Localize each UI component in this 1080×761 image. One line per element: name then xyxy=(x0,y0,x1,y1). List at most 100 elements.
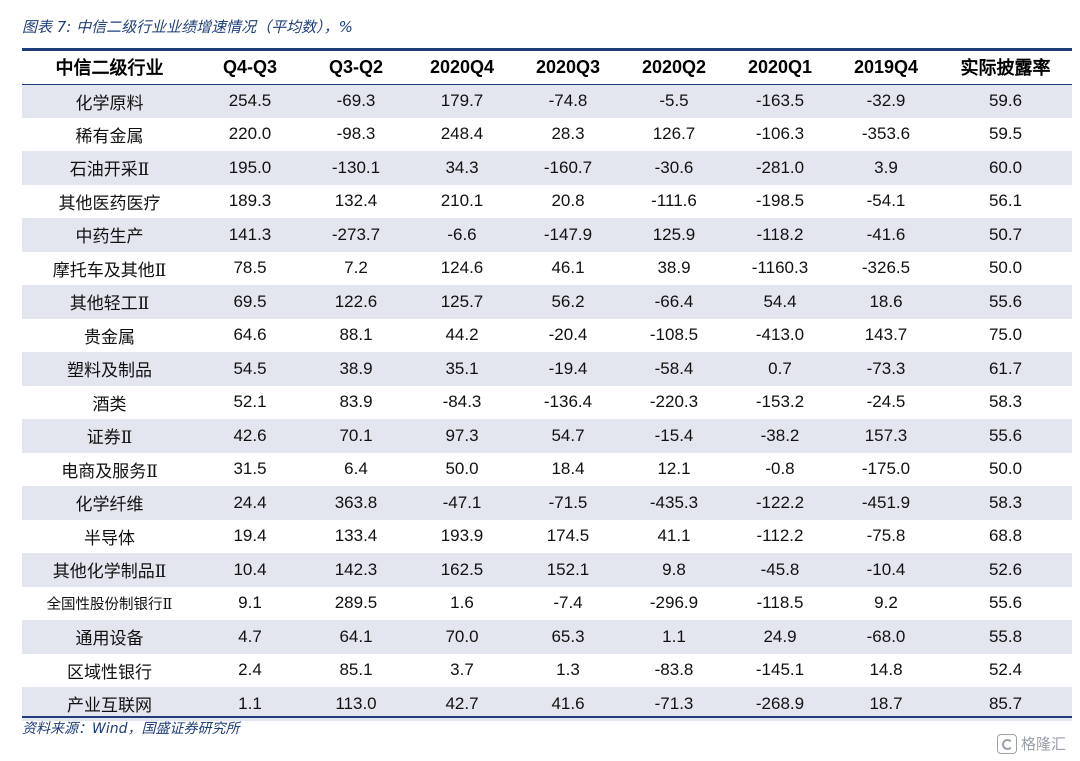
value-cell: 24.9 xyxy=(763,626,797,646)
value-cell: 195.0 xyxy=(228,157,272,177)
table-row: 石油开采Ⅱ 195.0 -130.1 34.3 -160.7 -30.6 -281.0 3.9… xyxy=(22,151,1072,185)
table-row: 证券Ⅱ 42.6 70.1 97.3 54.7 -15.4 -38.2 157.3 55.6 xyxy=(22,419,1072,453)
value-cell: -112.2 xyxy=(756,526,804,546)
value-cell: 3.9 xyxy=(874,157,898,177)
value-cell: 88.1 xyxy=(339,325,373,345)
value-cell: -15.4 xyxy=(654,425,694,445)
value-cell: 75.0 xyxy=(988,325,1023,345)
value-cell: -0.8 xyxy=(765,459,795,479)
table-row: 化学原料 254.5 -69.3 179.7 -74.8 -5.5 -163.5 -32.9 5… xyxy=(22,84,1072,118)
value-cell: -19.4 xyxy=(548,358,588,378)
industry-name-cell: 中药生产 xyxy=(75,227,144,248)
value-cell: 35.1 xyxy=(445,358,479,378)
value-cell: 70.1 xyxy=(339,425,373,445)
table-row: 其他化学制品Ⅱ 10.4 142.3 162.5 152.1 9.8 -45.8 -10.4 5… xyxy=(22,553,1072,587)
value-cell: -32.9 xyxy=(866,91,906,110)
value-cell: -41.6 xyxy=(866,224,906,244)
value-cell: 34.3 xyxy=(445,157,479,177)
value-cell: 52.6 xyxy=(988,559,1023,579)
value-cell: 174.5 xyxy=(546,526,590,546)
table-row: 中药生产 141.3 -273.7 -6.6 -147.9 125.9 -118.2 -41.… xyxy=(22,218,1072,252)
watermark-logo-icon xyxy=(996,734,1017,754)
table-row: 塑料及制品 54.5 38.9 35.1 -19.4 -58.4 0.7 -73.3 61.7 xyxy=(22,352,1072,386)
value-cell: 18.4 xyxy=(551,459,585,479)
header-column: 2019Q4 xyxy=(833,51,939,85)
industry-name-cell: 稀有金属 xyxy=(75,126,144,147)
industry-name-cell: 全国性股份制银行Ⅱ xyxy=(46,596,173,613)
value-cell: -71.5 xyxy=(548,492,588,512)
watermark: 格隆汇 xyxy=(996,731,1066,757)
value-cell: -54.1 xyxy=(866,191,906,211)
value-cell: 7.2 xyxy=(344,258,368,278)
value-cell: 142.3 xyxy=(334,559,378,579)
value-cell: 162.5 xyxy=(440,559,484,579)
value-cell: 46.1 xyxy=(551,258,585,278)
industry-name-cell: 产业互联网 xyxy=(67,696,152,717)
value-cell: -74.8 xyxy=(548,91,588,110)
value-cell: 55.6 xyxy=(988,425,1023,445)
value-cell: -160.7 xyxy=(543,157,593,177)
value-cell: -45.8 xyxy=(760,559,800,579)
value-cell: -130.1 xyxy=(331,157,381,177)
header-column: 2020Q4 xyxy=(409,51,515,85)
industry-name-cell: 其他轻工Ⅱ xyxy=(69,294,150,315)
value-cell: -1160.3 xyxy=(751,258,809,278)
value-cell: 157.3 xyxy=(864,425,908,445)
value-cell: 78.5 xyxy=(233,258,267,278)
value-cell: 143.7 xyxy=(864,325,908,345)
table-body: 化学原料 254.5 -69.3 179.7 -74.8 -5.5 -163.5 -32.9 5… xyxy=(22,84,1072,721)
value-cell: -268.9 xyxy=(755,693,805,713)
value-cell: -296.9 xyxy=(649,593,699,613)
value-cell: -118.5 xyxy=(756,593,804,613)
value-cell: 64.1 xyxy=(339,626,373,646)
header-column: Q3-Q2 xyxy=(303,51,409,85)
value-cell: -73.3 xyxy=(866,358,906,378)
top-rule xyxy=(22,48,1072,51)
value-cell: 28.3 xyxy=(551,124,585,144)
value-cell: 0.7 xyxy=(768,358,792,378)
industry-name-cell: 贵金属 xyxy=(84,327,135,348)
value-cell: -68.0 xyxy=(866,626,906,646)
industry-name-cell: 其他医药医疗 xyxy=(58,193,161,214)
value-cell: 9.2 xyxy=(874,593,898,613)
value-cell: -175.0 xyxy=(861,459,911,479)
industry-name-cell: 化学原料 xyxy=(75,93,144,114)
value-cell: -69.3 xyxy=(336,91,376,110)
value-cell: 50.7 xyxy=(988,224,1023,244)
value-cell: -47.1 xyxy=(442,492,482,512)
value-cell: -118.2 xyxy=(756,224,804,244)
value-cell: 19.4 xyxy=(233,526,267,546)
value-cell: -20.4 xyxy=(548,325,588,345)
value-cell: 9.8 xyxy=(662,559,686,579)
value-cell: 58.3 xyxy=(988,392,1023,412)
value-cell: 20.8 xyxy=(551,191,585,211)
value-cell: 56.1 xyxy=(988,191,1023,211)
value-cell: 42.6 xyxy=(233,425,267,445)
value-cell: 69.5 xyxy=(233,291,267,311)
value-cell: 4.7 xyxy=(238,626,262,646)
value-cell: 2.4 xyxy=(238,660,262,680)
value-cell: -66.4 xyxy=(654,291,694,311)
header-industry: 中信二级行业 xyxy=(22,51,197,85)
value-cell: -353.6 xyxy=(861,124,911,144)
value-cell: 12.1 xyxy=(657,459,691,479)
value-cell: 125.7 xyxy=(440,291,484,311)
value-cell: -163.5 xyxy=(755,91,805,110)
value-cell: -24.5 xyxy=(866,392,906,412)
value-cell: 50.0 xyxy=(988,459,1023,479)
value-cell: 133.4 xyxy=(334,526,378,546)
value-cell: 50.0 xyxy=(988,258,1023,278)
value-cell: 3.7 xyxy=(450,660,474,680)
value-cell: 41.1 xyxy=(657,526,691,546)
value-cell: 24.4 xyxy=(233,492,267,512)
value-cell: -71.3 xyxy=(654,693,694,713)
header-column: 2020Q3 xyxy=(515,51,621,85)
watermark-text: 格隆汇 xyxy=(1020,735,1066,753)
value-cell: 60.0 xyxy=(988,157,1023,177)
value-cell: 85.7 xyxy=(988,693,1023,713)
value-cell: 31.5 xyxy=(233,459,267,479)
industry-name-cell: 通用设备 xyxy=(75,629,144,650)
value-cell: 64.6 xyxy=(233,325,267,345)
value-cell: 38.9 xyxy=(339,358,373,378)
value-cell: -75.8 xyxy=(866,526,906,546)
